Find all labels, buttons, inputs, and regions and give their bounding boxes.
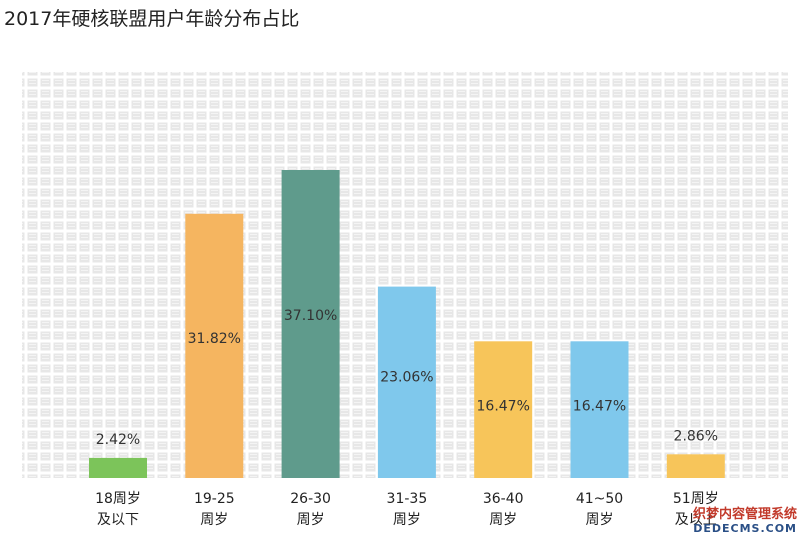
x-tick-label-3-0: 31-35 (387, 491, 428, 507)
bar-6 (666, 454, 725, 478)
x-tick-label-6-1: 及以上 (675, 512, 717, 528)
x-tick-label-2-0: 26-30 (290, 491, 331, 507)
x-tick-label-5-1: 周岁 (586, 512, 614, 528)
x-tick-label-1-1: 周岁 (200, 512, 228, 528)
x-tick-label-2-1: 周岁 (297, 512, 325, 528)
x-tick-label-0-0: 18周岁 (95, 491, 141, 507)
bar-3 (377, 286, 436, 478)
bar-value-label-0: 2.42% (96, 432, 140, 448)
x-tick-label-5-0: 41~50 (576, 491, 623, 507)
bar-value-label-6: 2.86% (674, 428, 718, 444)
bar-value-label-1: 31.82% (188, 331, 241, 347)
x-tick-label-4-0: 36-40 (483, 491, 524, 507)
chart-title: 2017年硬核联盟用户年龄分布占比 (4, 8, 300, 30)
watermark-text: 织梦内容管理系统 (692, 507, 797, 522)
x-tick-label-1-0: 19-25 (194, 491, 235, 507)
x-tick-label-6-0: 51周岁 (673, 491, 719, 507)
bar-value-label-4: 16.47% (477, 399, 530, 415)
bar-1 (185, 213, 244, 479)
bar-value-label-5: 16.47% (573, 399, 626, 415)
bar-value-label-3: 23.06% (380, 370, 433, 386)
bar-value-label-2: 37.10% (284, 308, 337, 324)
bar-0 (89, 457, 147, 478)
bar-5 (570, 341, 629, 478)
x-tick-label-0-1: 及以下 (97, 512, 139, 528)
bar-4 (474, 341, 533, 478)
x-tick-label-4-1: 周岁 (489, 512, 517, 528)
bar-2 (281, 170, 340, 478)
watermark-domain: DEDECMS.COM (693, 522, 797, 535)
x-tick-label-3-1: 周岁 (393, 512, 421, 528)
watermark-logo: 织梦内容管理系统 DEDECMS.COM (679, 503, 797, 535)
